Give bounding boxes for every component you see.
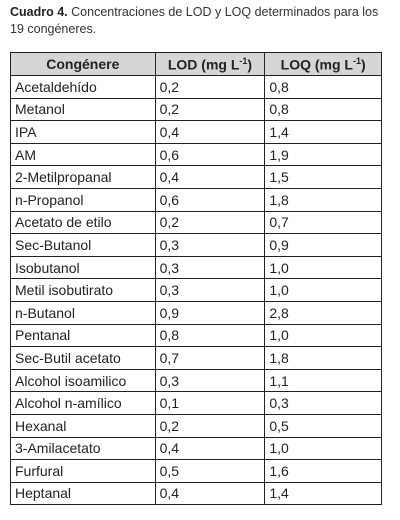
table-cell: 1,0 (264, 323, 382, 348)
caption-label: Cuadro 4. (10, 5, 68, 19)
table-cell: 2,8 (264, 300, 382, 325)
table-row: Sec-Butil acetato 0,7 1,8 (10, 346, 382, 370)
table-cell: Sec-Butil acetato (10, 346, 156, 370)
table-row: Metanol 0,2 0,8 (10, 97, 382, 122)
table-row: 3-Amilacetato 0,4 1,0 (10, 436, 382, 461)
table-cell: 0,4 (154, 436, 266, 461)
table-cell: Acetaldehído (10, 75, 156, 99)
table-cell: 1,0 (264, 278, 382, 302)
header-text: LOD (mg L (167, 56, 240, 73)
table-row: Isobutanol 0,3 1,0 (10, 255, 382, 280)
table-cell: Alcohol isoamilico (10, 368, 156, 393)
table-cell: Metil isobutirato (10, 278, 156, 302)
table-cell: n-Propanol (10, 187, 156, 212)
table-cell: 0,7 (264, 210, 382, 235)
header-cell: LOQ (mg L-1) (264, 52, 382, 76)
table-cell: Heptanal (10, 481, 156, 506)
table-cell: 0,8 (154, 323, 266, 348)
header-text: ) (247, 56, 253, 73)
table-cell: 0,2 (154, 210, 266, 235)
table-cell: 1,9 (264, 142, 382, 167)
table-cell: 0,3 (154, 278, 266, 302)
header-cell: Congénere (10, 52, 156, 76)
caption: Cuadro 4. Concentraciones de LOD y LOQ d… (10, 4, 380, 38)
table-row: Acetaldehído 0,2 0,8 (10, 75, 382, 99)
table-cell: 0,3 (264, 391, 382, 415)
caption-text: Concentraciones de LOD y LOQ determinado… (10, 5, 379, 36)
table-cell: 3-Amilacetato (10, 436, 156, 461)
table-row: 2-Metilpropanal 0,4 1,5 (10, 165, 382, 189)
table-cell: 0,4 (154, 165, 266, 189)
table-cell: 0,6 (154, 142, 266, 167)
table-cell: Hexanal (10, 413, 156, 438)
header-cell: LOD (mg L-1) (154, 52, 266, 76)
table-cell: Acetato de etilo (10, 210, 156, 235)
table-body: Acetaldehído 0,2 0,8 Metanol 0,2 0,8 IPA 0,4 1,4… (10, 75, 382, 506)
header-superscript: -1 (352, 55, 361, 66)
table-row: Pentanal 0,8 1,0 (10, 323, 382, 348)
table-row: AM 0,6 1,9 (10, 142, 382, 167)
table-cell: 0,2 (154, 97, 266, 122)
table-cell: 0,5 (264, 413, 382, 438)
table-cell: Alcohol n-amílico (10, 391, 156, 415)
table-cell: 0,2 (154, 75, 266, 99)
table-row: n-Butanol 0,9 2,8 (10, 300, 382, 325)
table-cell: Furfural (10, 459, 156, 483)
table-cell: 0,9 (154, 300, 266, 325)
table-cell: Metanol (10, 97, 156, 122)
table-cell: IPA (10, 120, 156, 144)
table-cell: 0,3 (154, 368, 266, 393)
table-cell: 0,9 (264, 233, 382, 257)
table-row: n-Propanol 0,6 1,8 (10, 187, 382, 212)
table-cell: 1,0 (264, 255, 382, 280)
table-cell: Sec-Butanol (10, 233, 156, 257)
header-row: Congénere LOD (mg L-1) LOQ (mg L-1) (10, 52, 382, 76)
table-cell: 1,4 (264, 120, 382, 144)
table-cell: AM (10, 142, 156, 167)
table-cell: 0,8 (264, 97, 382, 122)
table-cell: 0,8 (264, 75, 382, 99)
table-row: IPA 0,4 1,4 (10, 120, 382, 144)
header-superscript: -1 (239, 55, 248, 66)
table-cell: 0,3 (154, 233, 266, 257)
table-cell: 0,4 (154, 120, 266, 144)
table-row: Sec-Butanol 0,3 0,9 (10, 233, 382, 257)
table-cell: 0,2 (154, 413, 266, 438)
table-cell: 0,1 (154, 391, 266, 415)
table-cell: 1,6 (264, 459, 382, 483)
table-cell: 0,6 (154, 187, 266, 212)
table: Congénere LOD (mg L-1) LOQ (mg L-1) Acetal… (10, 52, 382, 506)
table-row: Furfural 0,5 1,6 (10, 459, 382, 483)
table-cell: 1,0 (264, 436, 382, 461)
table-row: Hexanal 0,2 0,5 (10, 413, 382, 438)
table-cell: 1,5 (264, 165, 382, 189)
table-cell: n-Butanol (10, 300, 156, 325)
header-text: LOQ (mg L (280, 56, 353, 73)
table-cell: Isobutanol (10, 255, 156, 280)
table-row: Metil isobutirato 0,3 1,0 (10, 278, 382, 302)
table-cell: 0,4 (154, 481, 266, 506)
table-row: Heptanal 0,4 1,4 (10, 481, 382, 506)
table-cell: 1,4 (264, 481, 382, 506)
table-cell: Pentanal (10, 323, 156, 348)
table-cell: 0,7 (154, 346, 266, 370)
table-cell: 0,5 (154, 459, 266, 483)
table-row: Acetato de etilo 0,2 0,7 (10, 210, 382, 235)
table-cell: 1,8 (264, 346, 382, 370)
header-text: ) (361, 56, 366, 73)
table-cell: 0,3 (154, 255, 266, 280)
table-row: Alcohol n-amílico 0,1 0,3 (10, 391, 382, 415)
table-cell: 1,8 (264, 187, 382, 212)
table-cell: 1,1 (264, 368, 382, 393)
table-cell: 2-Metilpropanal (10, 165, 156, 189)
table-row: Alcohol isoamilico 0,3 1,1 (10, 368, 382, 393)
